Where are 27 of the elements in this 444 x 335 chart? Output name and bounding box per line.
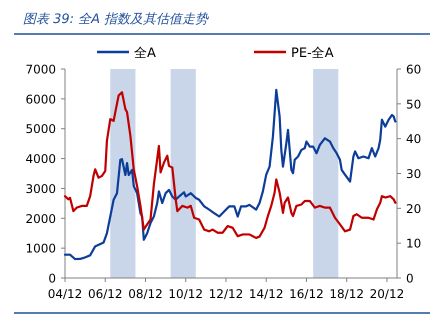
y-tick-label: 3000 <box>25 182 56 196</box>
y-tick-label: 5000 <box>25 122 56 136</box>
x-tick-label: 20/12 <box>370 287 404 301</box>
y2-tick-label: 0 <box>406 272 414 286</box>
y2-tick-label: 50 <box>406 97 422 112</box>
y2-tick-label: 40 <box>406 132 422 146</box>
x-tick-label: 16/12 <box>289 287 324 301</box>
legend-label: 全A <box>134 46 156 61</box>
y-tick-label: 0 <box>48 272 56 286</box>
y-tick-label: 4000 <box>25 152 56 166</box>
x-tick-label: 06/12 <box>88 287 123 301</box>
x-tick-label: 04/12 <box>48 287 82 301</box>
x-tick-label: 10/12 <box>168 287 204 301</box>
x-tick-label: 14/12 <box>248 287 284 301</box>
x-tick-label: 18/12 <box>329 287 364 301</box>
y2-tick-label: 20 <box>406 202 422 216</box>
y-tick-label: 7000 <box>25 62 56 76</box>
x-tick-label: 08/12 <box>128 287 163 301</box>
y-tick-label: 2000 <box>25 212 56 226</box>
y2-tick-label: 30 <box>406 167 422 181</box>
y2-tick-label: 10 <box>406 236 422 251</box>
y-tick-label: 6000 <box>25 92 56 106</box>
chart-title: 图表 39: 全A 指数及其估值走势 <box>23 12 210 27</box>
y2-tick-label: 60 <box>406 62 422 76</box>
y-tick-label: 1000 <box>25 242 56 256</box>
legend-label: PE-全A <box>291 46 334 61</box>
x-tick-label: 12/12 <box>208 287 244 301</box>
